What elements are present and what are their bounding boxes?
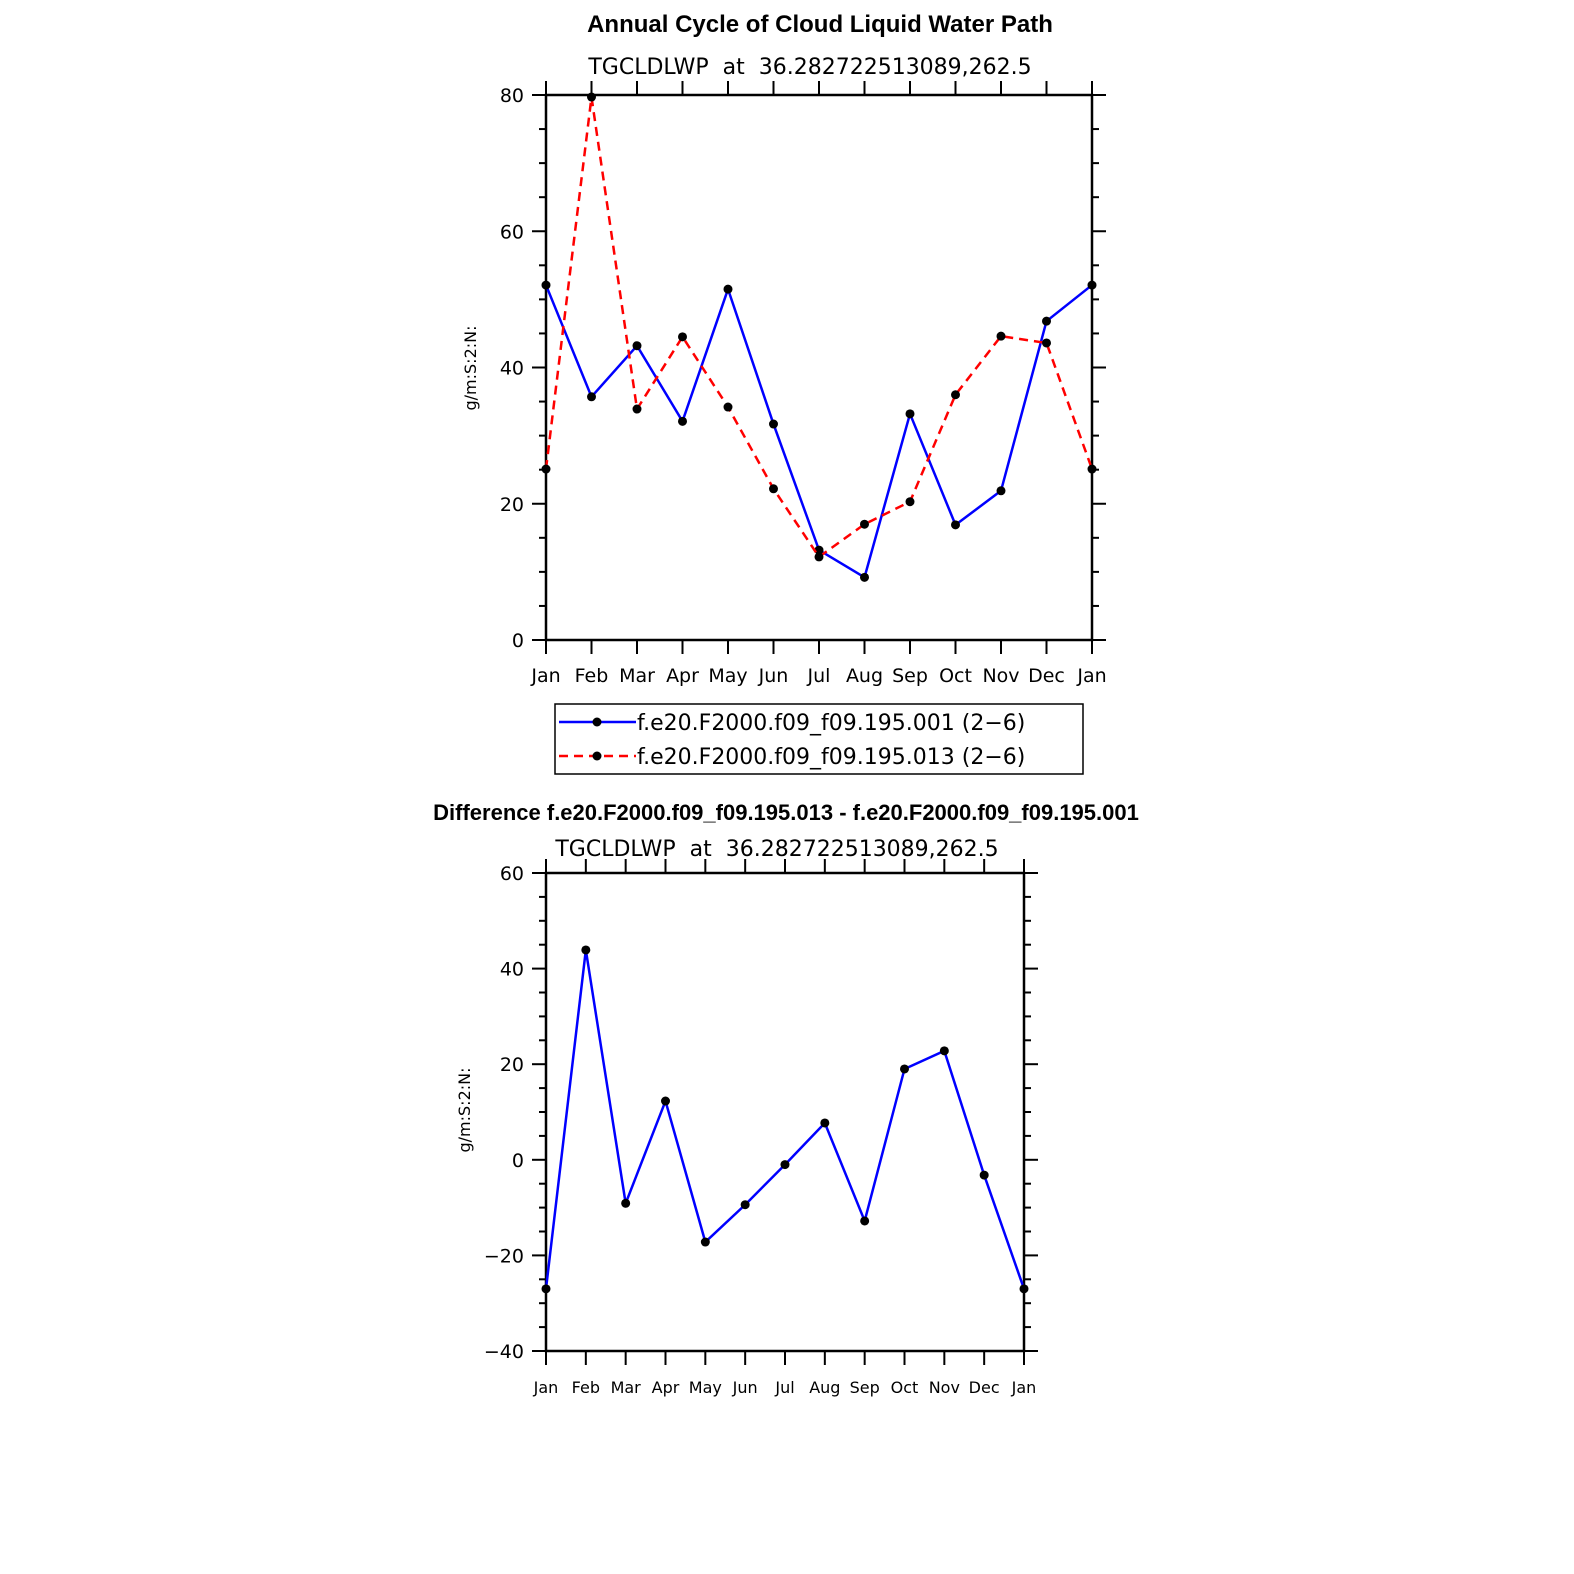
series-2-point — [541, 464, 551, 474]
x-tick-label: Jan — [1076, 665, 1106, 687]
series-2-point — [996, 331, 1006, 341]
x-tick-label: Apr — [666, 665, 699, 687]
x-tick-label: Aug — [809, 1378, 840, 1397]
series-2-point — [678, 332, 687, 342]
x-tick-label: Nov — [929, 1378, 960, 1397]
series-2-point — [1087, 464, 1097, 474]
series-1-point — [860, 1216, 870, 1226]
x-tick-label: Jan — [530, 665, 560, 687]
y-tick-label: 0 — [512, 630, 524, 652]
x-tick-label: Jul — [807, 665, 831, 687]
series-1-point — [621, 1198, 631, 1208]
series-1-point — [996, 486, 1006, 496]
series-1-point — [905, 409, 915, 419]
chart-1-subtitle: TGCLDLWP at 36.282722513089,262.5 — [587, 55, 1031, 80]
chart-1-plot: 0 20 40 60 80 Jan Feb Mar Apr May Jun Jul Aug Sep Oct N… — [500, 81, 1107, 687]
x-tick-label: Jun — [732, 1378, 758, 1397]
series-1-point — [1042, 316, 1051, 326]
x-tick-label: Sep — [850, 1378, 880, 1397]
x-tick-label: Dec — [969, 1378, 1000, 1397]
series-1-point — [939, 1046, 949, 1056]
legend-marker-series-2 — [592, 751, 602, 761]
x-tick-label: Feb — [572, 1378, 600, 1397]
x-tick-label: Jun — [758, 665, 789, 687]
y-tick-label: 40 — [500, 959, 524, 981]
legend-box — [554, 703, 1084, 775]
series-2-point — [860, 519, 869, 529]
series-2-point — [951, 390, 960, 400]
series-1-point — [541, 1284, 551, 1294]
x-tick-label: May — [689, 1378, 722, 1397]
x-tick-label: Nov — [982, 665, 1019, 687]
chart-2-plot: −40 −20 0 20 40 60 Jan Feb Mar Apr May Jun Jul Aug Sep… — [484, 859, 1038, 1397]
series-1-point — [900, 1064, 909, 1074]
series-2-point — [632, 404, 642, 414]
legend-marker-series-1 — [592, 717, 602, 727]
x-tick-label: Oct — [891, 1378, 919, 1397]
x-tick-label: Jul — [774, 1378, 794, 1397]
series-1-point — [860, 572, 869, 582]
y-tick-label: 0 — [512, 1150, 524, 1172]
series-1-point — [541, 280, 551, 290]
y-tick-label: −20 — [484, 1245, 524, 1267]
chart-2-subtitle: TGCLDLWP at 36.282722513089,262.5 — [554, 837, 998, 862]
x-tick-label: Oct — [939, 665, 972, 687]
y-tick-label: 60 — [500, 863, 524, 885]
chart-1-legend: f.e20.F2000.f09_f09.195.001 (2−6) f.e20.… — [554, 703, 1084, 775]
series-2-point — [1042, 338, 1051, 348]
chart-1-ylabel: g/m:S:2:N: — [461, 326, 480, 411]
legend-label-series-1: f.e20.F2000.f09_f09.195.001 (2−6) — [637, 711, 1025, 736]
y-tick-label: 60 — [500, 221, 524, 243]
series-1-point — [951, 520, 960, 530]
y-tick-label: 80 — [500, 85, 524, 107]
legend-label-series-2: f.e20.F2000.f09_f09.195.013 (2−6) — [637, 745, 1025, 770]
chart-2-ylabel: g/m:S:2:N: — [455, 1068, 474, 1153]
x-tick-label: Mar — [619, 665, 655, 687]
series-1-point — [769, 419, 778, 429]
series-2-point — [723, 402, 733, 412]
y-tick-label: 20 — [500, 1054, 524, 1076]
series-1-point — [581, 945, 591, 955]
y-tick-label: 40 — [500, 358, 524, 380]
chart-2-title: Difference f.e20.F2000.f09_f09.195.013 -… — [433, 800, 1139, 825]
x-tick-label: Aug — [846, 665, 883, 687]
series-1-point — [632, 341, 642, 351]
plot-frame — [544, 871, 1026, 1353]
series-2-point — [769, 484, 778, 494]
series-1-point — [780, 1160, 790, 1170]
series-2-point — [814, 552, 824, 562]
y-tick-label: 20 — [500, 494, 524, 516]
x-tick-label: Sep — [892, 665, 928, 687]
series-2-line — [544, 96, 1094, 559]
x-tick-label: Jan — [1011, 1378, 1037, 1397]
x-tick-label: Jan — [533, 1378, 559, 1397]
series-1-point — [723, 284, 733, 294]
x-tick-label: Apr — [652, 1378, 680, 1397]
y-tick-label: −40 — [484, 1341, 524, 1363]
series-1-point — [700, 1237, 710, 1247]
series-1-line — [544, 949, 1026, 1290]
x-tick-label: May — [708, 665, 747, 687]
chart-1-title: Annual Cycle of Cloud Liquid Water Path — [587, 11, 1053, 38]
series-1-point — [661, 1096, 670, 1106]
series-1-point — [678, 416, 687, 426]
series-1-point — [740, 1200, 750, 1210]
x-tick-label: Feb — [575, 665, 609, 687]
series-1-point — [1019, 1284, 1029, 1294]
series-2-point — [587, 92, 596, 102]
x-tick-label: Dec — [1028, 665, 1065, 687]
series-1-point — [979, 1170, 989, 1180]
series-1-point — [587, 392, 596, 402]
series-1-point — [820, 1118, 830, 1128]
series-1-point — [814, 545, 824, 555]
series-1-line — [544, 284, 1093, 580]
x-tick-label: Mar — [611, 1378, 642, 1397]
series-1-point — [1087, 280, 1097, 290]
series-2-point — [905, 497, 915, 507]
